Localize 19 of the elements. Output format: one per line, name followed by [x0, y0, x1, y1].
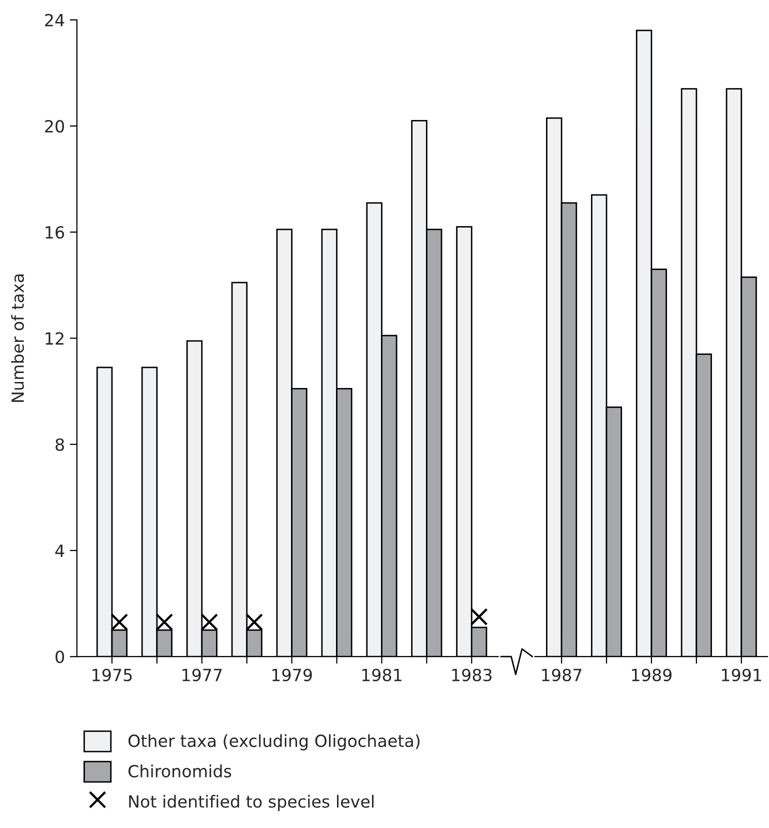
legend-label: Not identified to species level	[129, 794, 374, 812]
y-tick-label: 20	[45, 120, 64, 133]
y-tick-label: 4	[55, 544, 64, 557]
x-tick-label: 1983	[452, 668, 492, 682]
x-tick-label: 1979	[272, 668, 312, 682]
x-tick-label: 1977	[182, 668, 222, 682]
legend-label: Other taxa (excluding Oligochaeta)	[128, 734, 420, 750]
y-tick-label: 12	[46, 332, 64, 345]
x-tick-label: 1987	[542, 668, 582, 682]
y-tick-label: 8	[56, 438, 64, 451]
y-tick-label: 16	[46, 226, 64, 239]
x-tick-label: 1981	[362, 668, 402, 682]
y-tick-label: 24	[45, 14, 64, 26]
x-tick-label: 1991	[722, 668, 762, 682]
y-axis-title: Number of taxa	[11, 274, 24, 402]
legend-label: Chironomids	[128, 764, 232, 778]
x-tick-label: 1975	[92, 668, 132, 682]
y-tick-label: 0	[56, 650, 64, 664]
x-tick-label: 1989	[632, 668, 672, 682]
